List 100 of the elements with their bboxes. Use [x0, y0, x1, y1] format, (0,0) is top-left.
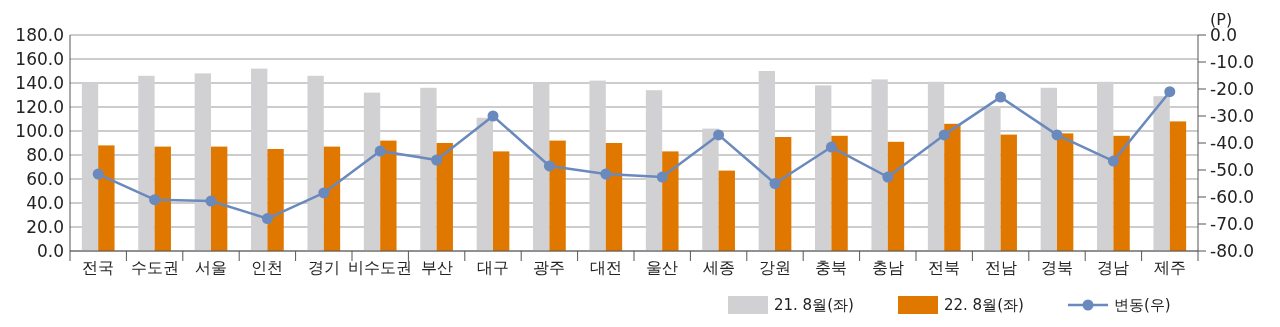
bar — [1153, 96, 1170, 251]
bar — [605, 143, 623, 251]
bar — [420, 87, 437, 251]
bar — [81, 83, 99, 251]
x-tick-label: 경북 — [1041, 258, 1073, 277]
x-tick-label: 광주 — [533, 258, 566, 277]
point — [374, 145, 386, 157]
point — [769, 178, 781, 189]
x-tick-label: 경기 — [307, 258, 340, 277]
point — [318, 187, 330, 199]
y-tick-label: 20.0 — [26, 216, 64, 237]
bar — [645, 90, 663, 251]
bar — [307, 75, 324, 251]
point — [149, 194, 161, 206]
bar — [984, 107, 1001, 251]
legend-label: 21. 8월(좌) — [774, 296, 854, 315]
bar — [1057, 133, 1074, 251]
point — [1051, 129, 1063, 141]
bar — [194, 73, 211, 251]
x-tick-label: 경남 — [1097, 258, 1130, 277]
x-tick-label: 충남 — [871, 258, 904, 277]
x-tick-label: 비수도권 — [348, 258, 413, 277]
y2-tick-label: -60.0 — [1210, 186, 1254, 207]
bar — [211, 146, 228, 251]
x-tick-label: 부산 — [420, 258, 453, 277]
x-tick-label: 대전 — [589, 258, 622, 277]
point — [487, 110, 499, 122]
bar — [1113, 135, 1130, 251]
legend-label: 변동(우) — [1114, 296, 1171, 315]
x-tick-label: 대구 — [477, 258, 509, 277]
x-tick-label: 충북 — [815, 258, 848, 277]
y2-tick-label: -40.0 — [1210, 132, 1254, 153]
point — [261, 213, 273, 225]
point — [938, 129, 950, 141]
x-tick-label: 전국 — [82, 258, 115, 277]
y2-axis-title: (P) — [1210, 10, 1233, 29]
bar — [154, 146, 171, 251]
y2-tick-label: -30.0 — [1210, 105, 1254, 126]
x-tick-label: 수도권 — [130, 258, 179, 277]
y-tick-label: 180.0 — [15, 24, 64, 45]
y-tick-label: 140.0 — [15, 72, 64, 93]
bar — [98, 145, 115, 251]
bar — [1097, 81, 1114, 251]
bar — [887, 141, 905, 251]
bar — [436, 143, 453, 251]
y-tick-label: 120.0 — [15, 96, 64, 117]
point — [713, 129, 725, 141]
bar — [702, 128, 719, 251]
point — [995, 91, 1007, 103]
x-tick-label: 전남 — [984, 258, 1017, 277]
legend-label: 22. 8월(좌) — [944, 296, 1024, 315]
bar — [1040, 87, 1057, 251]
bar — [831, 135, 848, 251]
point — [600, 168, 612, 180]
bar — [549, 140, 566, 251]
bar — [718, 170, 735, 251]
y-tick-label: 80.0 — [26, 144, 64, 165]
y-tick-label: 0.0 — [36, 240, 64, 261]
point — [543, 160, 555, 172]
bar — [1000, 134, 1017, 251]
y-tick-label: 160.0 — [15, 48, 64, 69]
x-tick-label: 인천 — [251, 258, 284, 277]
point — [825, 141, 837, 153]
y2-tick-label: -80.0 — [1210, 240, 1254, 261]
x-tick-label: 서울 — [195, 258, 227, 277]
point — [205, 195, 217, 207]
bar — [323, 146, 341, 251]
bar — [589, 80, 606, 251]
y-tick-label: 60.0 — [26, 168, 64, 189]
x-tick-label: 전북 — [928, 258, 961, 277]
y2-tick-label: -70.0 — [1210, 213, 1254, 234]
point — [92, 168, 104, 180]
x-tick-label: 강원 — [759, 258, 791, 277]
bar — [533, 83, 550, 251]
point — [1164, 86, 1176, 98]
bar — [380, 140, 397, 251]
bar — [815, 85, 832, 251]
bar — [1169, 121, 1187, 251]
bar — [476, 117, 493, 251]
bar — [944, 123, 961, 251]
bar — [775, 137, 792, 251]
bar — [363, 92, 381, 251]
bar — [758, 71, 775, 251]
y-tick-label: 100.0 — [15, 120, 64, 141]
x-tick-label: 세종 — [702, 258, 735, 277]
bar — [251, 68, 268, 251]
point — [1107, 155, 1119, 167]
y-tick-label: 40.0 — [26, 192, 64, 213]
point — [656, 171, 668, 183]
bar — [267, 149, 284, 251]
point — [882, 171, 894, 183]
y2-tick-label: -50.0 — [1210, 159, 1254, 180]
bar — [927, 81, 945, 251]
bar — [138, 75, 155, 251]
bar — [662, 151, 679, 251]
point — [431, 154, 443, 166]
x-tick-label: 제주 — [1153, 258, 1186, 277]
bar — [493, 151, 510, 251]
bar — [871, 79, 888, 251]
y2-tick-label: -20.0 — [1210, 78, 1254, 99]
